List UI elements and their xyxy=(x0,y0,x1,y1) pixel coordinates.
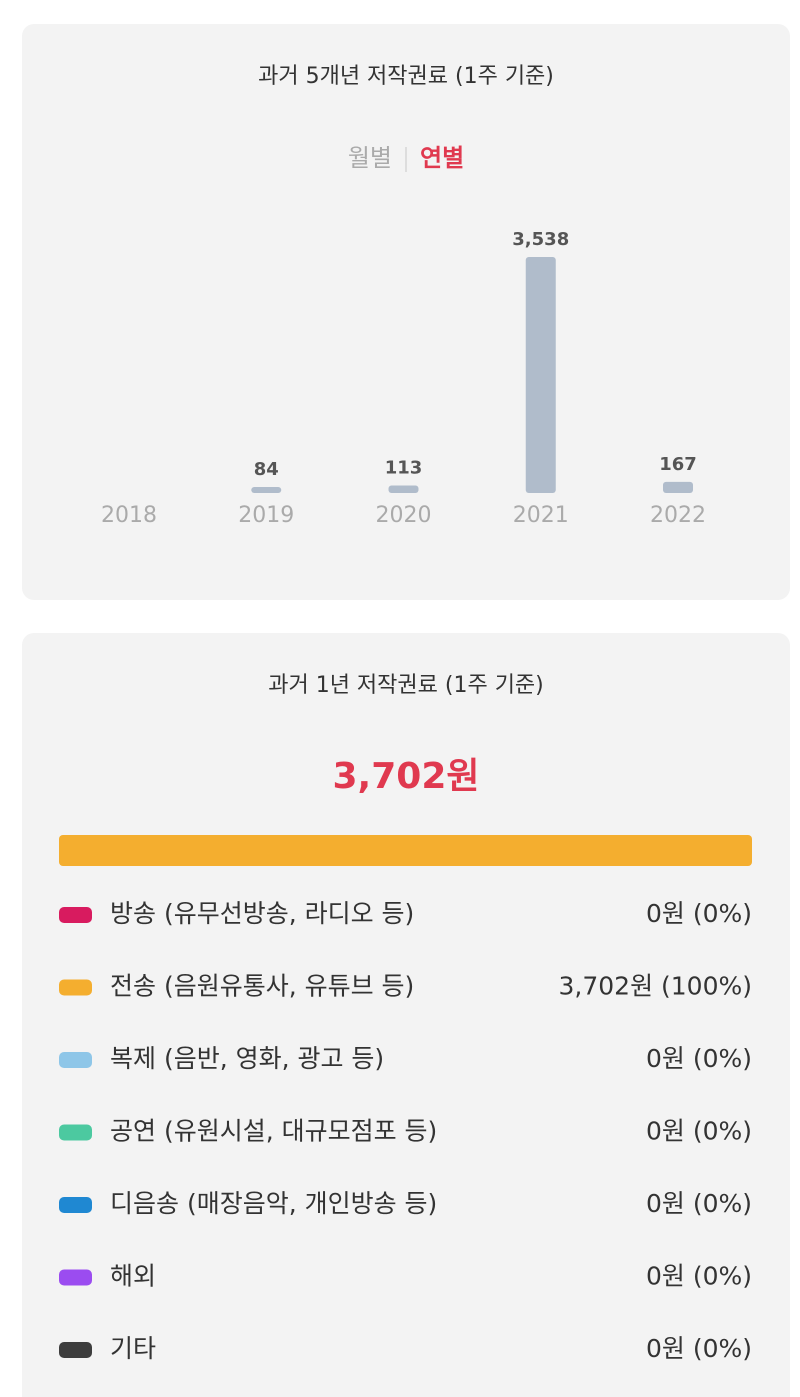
value-label: 113 xyxy=(385,457,423,478)
legend-swatch xyxy=(59,1124,92,1141)
value-label: 0원 (0%) xyxy=(646,1334,752,1363)
value-label: 3,538 xyxy=(512,229,569,250)
bar xyxy=(525,257,556,493)
x-tick-label: 2020 xyxy=(376,503,432,528)
legend-label: 디음송 (매장음악, 개인방송 등) xyxy=(110,1189,437,1218)
x-tick-label: 2019 xyxy=(238,503,294,528)
legend-label: 기타 xyxy=(110,1334,156,1363)
legend-label: 방송 (유무선방송, 라디오 등) xyxy=(110,899,414,928)
legend-swatch xyxy=(59,1342,92,1358)
legend-label: 전송 (음원유통사, 유튜브 등) xyxy=(110,972,414,1001)
total: 3,702원 xyxy=(333,756,480,797)
legend-swatch xyxy=(59,979,92,996)
value-label: 0원 (0%) xyxy=(646,1262,752,1291)
value-label: 167 xyxy=(659,454,697,475)
legend-label: 공연 (유원시설, 대규모점포 등) xyxy=(110,1117,437,1146)
value-label: 3,702원 (100%) xyxy=(559,972,753,1001)
value-label: 84 xyxy=(254,459,279,480)
bar xyxy=(663,481,693,493)
x-tick-label: 2018 xyxy=(101,503,157,528)
value-label: 0원 (0%) xyxy=(646,1044,752,1073)
x-tick-label: 2022 xyxy=(650,503,706,528)
card-title: 과거 5개년 저작권료 (1주 기준) xyxy=(258,64,554,89)
value-label: 0원 (0%) xyxy=(646,1117,752,1146)
card xyxy=(22,633,790,1397)
bar xyxy=(388,485,419,493)
legend-swatch xyxy=(59,1052,92,1068)
tab[interactable]: 연별 xyxy=(420,144,464,172)
tab[interactable]: 월별 xyxy=(348,144,392,172)
card-title: 과거 1년 저작권료 (1주 기준) xyxy=(268,673,544,698)
value-label: 0원 (0%) xyxy=(646,899,752,928)
bar-segment xyxy=(59,835,752,866)
legend-swatch xyxy=(59,907,92,923)
bar xyxy=(251,487,282,493)
legend-label: 해외 xyxy=(110,1262,156,1291)
legend-swatch xyxy=(59,1197,92,1213)
legend-label: 복제 (음반, 영화, 광고 등) xyxy=(110,1044,384,1073)
value-label: 0원 (0%) xyxy=(646,1189,752,1218)
card xyxy=(22,24,790,600)
legend-swatch xyxy=(59,1269,92,1286)
x-tick-label: 2021 xyxy=(513,503,569,528)
